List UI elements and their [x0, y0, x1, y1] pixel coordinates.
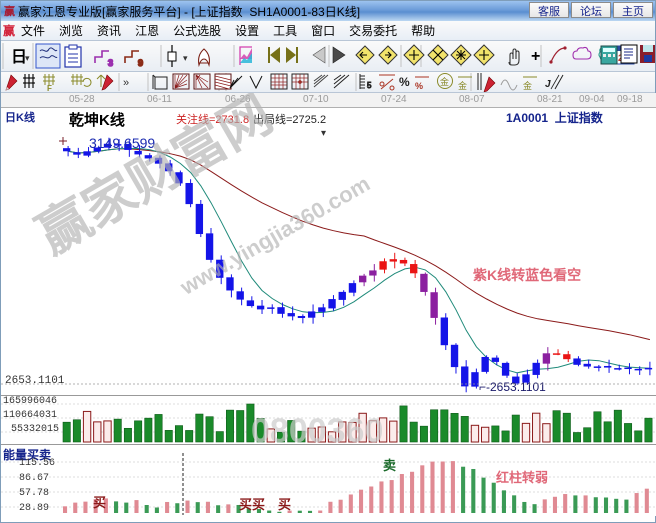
svg-text:9: 9 — [138, 58, 143, 68]
svg-text:+: + — [531, 48, 540, 65]
svg-text:%: % — [415, 81, 423, 91]
svg-text:▾: ▾ — [183, 53, 188, 63]
svg-text:金: 金 — [458, 80, 467, 91]
svg-text:▾: ▾ — [25, 53, 30, 63]
svg-text:金: 金 — [523, 80, 532, 91]
svg-text:5: 5 — [367, 81, 372, 90]
svg-text:%: % — [399, 75, 410, 89]
svg-text:»: » — [123, 77, 129, 89]
svg-text:F: F — [47, 84, 52, 92]
svg-text:J: J — [545, 79, 551, 90]
svg-text:3: 3 — [108, 58, 113, 68]
svg-text:金: 金 — [440, 76, 449, 87]
